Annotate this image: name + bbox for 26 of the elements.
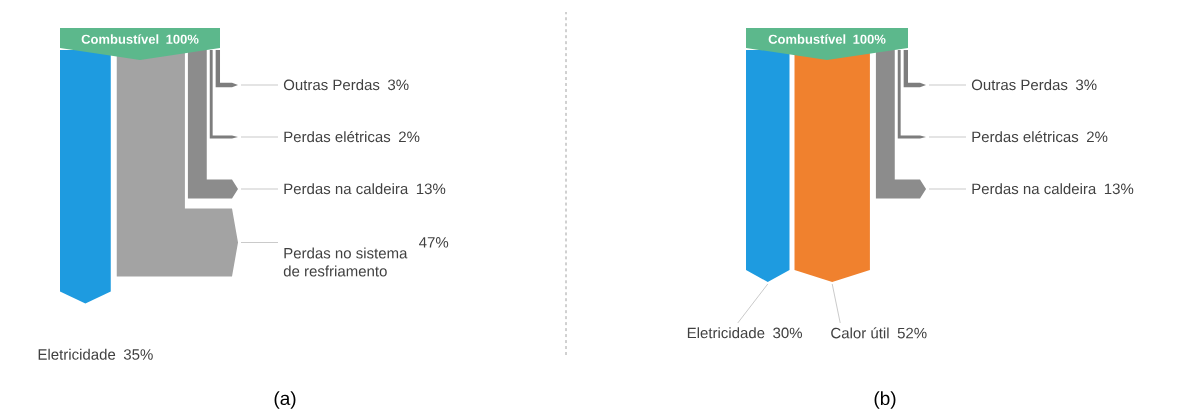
data-label: 3% <box>387 79 409 91</box>
data-label: 3% <box>1075 79 1097 91</box>
category-label: Outras Perdas <box>283 79 380 91</box>
category-label: Outras Perdas <box>971 79 1068 91</box>
data-label: 47% <box>419 237 449 248</box>
data-label: 2% <box>1087 131 1108 143</box>
category-label: Perdas no sistema de resfriamento <box>283 247 408 277</box>
category-label: Perdas elétricas <box>284 130 391 143</box>
data-label: 35% <box>123 349 153 360</box>
data-label: 100% <box>853 34 886 44</box>
category-label: Perdas na caldeira <box>972 183 1097 195</box>
category-label: Combustível <box>81 34 159 44</box>
text: (a) <box>274 391 296 409</box>
data-label: 52% <box>897 327 927 339</box>
text: (b) <box>874 391 896 409</box>
category-label: Calor útil <box>831 327 889 339</box>
data-label: 2% <box>399 131 420 143</box>
data-label: 13% <box>1104 183 1134 195</box>
category-label: Perdas na caldeira <box>284 183 409 195</box>
category-label: Combustível <box>768 34 846 44</box>
data-label: 100% <box>166 34 199 44</box>
category-label: Eletricidade <box>38 348 116 360</box>
data-label: 30% <box>773 327 803 339</box>
data-label: 13% <box>416 183 446 195</box>
category-label: Eletricidade <box>687 327 765 339</box>
category-label: Perdas elétricas <box>972 130 1079 143</box>
